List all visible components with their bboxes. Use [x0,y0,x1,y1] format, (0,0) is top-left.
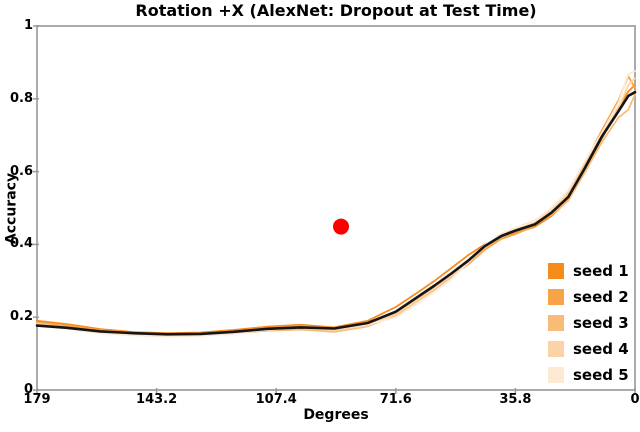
y-tick-label: 0.2 [9,309,33,325]
chart-title: Rotation +X (AlexNet: Dropout at Test Ti… [135,1,537,20]
legend-label: seed 2 [573,288,629,306]
y-axis-label: Accuracy [3,172,20,245]
series-line-seed-1 [36,84,636,335]
legend: seed 1 seed 2 seed 3 seed 4 seed 5 [548,263,629,393]
legend-label: seed 5 [573,366,629,384]
x-tick-label: 179 [23,392,51,407]
x-tick-label: 107.4 [255,392,297,407]
x-tick-label: 35.8 [499,392,532,407]
legend-row: seed 5 [548,367,629,383]
series-line-seed-2 [36,75,636,336]
x-tick-label: 71.6 [379,392,412,407]
legend-row: seed 3 [548,315,629,331]
series-line-mean [35,90,637,336]
legend-row: seed 2 [548,289,629,305]
legend-swatch [548,315,564,331]
series-line-seed-5 [36,70,636,338]
y-tick-label: 0.6 [9,163,33,179]
legend-label: seed 4 [573,340,629,358]
legend-swatch [548,289,564,305]
x-tick-label: 143.2 [136,392,178,407]
legend-row: seed 4 [548,341,629,357]
y-tick-label: 0 [23,382,33,397]
red-marker-dot [333,218,350,235]
y-tick-label: 0.8 [9,90,33,106]
x-tick-label: 0 [630,392,640,407]
legend-swatch [548,341,564,357]
plot-frame [36,25,636,391]
x-axis-label: Degrees [303,407,369,423]
y-tick-label: 1 [23,18,33,33]
legend-row: seed 1 [548,263,629,279]
legend-swatch [548,367,564,383]
legend-label: seed 3 [573,314,629,332]
series-line-seed-4 [36,77,636,338]
legend-swatch [548,263,564,279]
legend-label: seed 1 [573,262,629,280]
y-tick-label: 0.4 [9,236,33,252]
